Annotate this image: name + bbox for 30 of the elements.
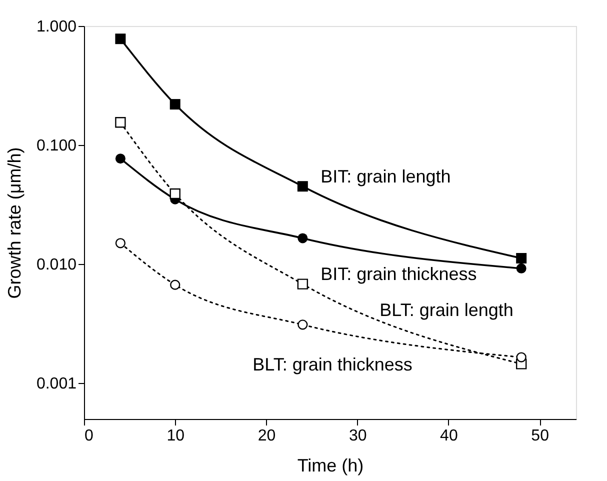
point bbox=[298, 320, 308, 330]
point bbox=[170, 99, 180, 110]
x-tick-label: 50 bbox=[531, 428, 550, 444]
point bbox=[516, 263, 526, 274]
point bbox=[297, 278, 308, 290]
point bbox=[298, 233, 308, 244]
series-label: BLT: grain thickness bbox=[252, 354, 412, 375]
series-label: BLT: grain length bbox=[380, 300, 514, 320]
point bbox=[297, 181, 308, 192]
point bbox=[170, 188, 180, 200]
x-tick-label: 40 bbox=[440, 428, 458, 444]
point bbox=[115, 154, 126, 164]
series-label: BIT: grain length bbox=[320, 166, 451, 186]
y-tick-label: 0.010 bbox=[36, 256, 77, 274]
x-tick-label: 10 bbox=[166, 428, 185, 444]
y-tick-label: 0.100 bbox=[36, 138, 77, 155]
point bbox=[516, 253, 527, 264]
x-tick-label: 0 bbox=[84, 428, 94, 444]
point bbox=[170, 280, 180, 290]
y-axis-title: Growth rate (μm/h) bbox=[4, 147, 24, 299]
point bbox=[115, 34, 126, 44]
y-tick-label: 0.001 bbox=[36, 376, 77, 393]
point bbox=[115, 117, 126, 128]
y-tick-label: 1.000 bbox=[36, 18, 77, 36]
point bbox=[115, 238, 126, 248]
series-label: BIT: grain thickness bbox=[320, 264, 477, 284]
x-axis-title: Time (h) bbox=[297, 456, 364, 476]
x-tick-label: 20 bbox=[258, 428, 276, 444]
x-tick-label: 30 bbox=[348, 428, 367, 444]
point bbox=[516, 352, 526, 362]
